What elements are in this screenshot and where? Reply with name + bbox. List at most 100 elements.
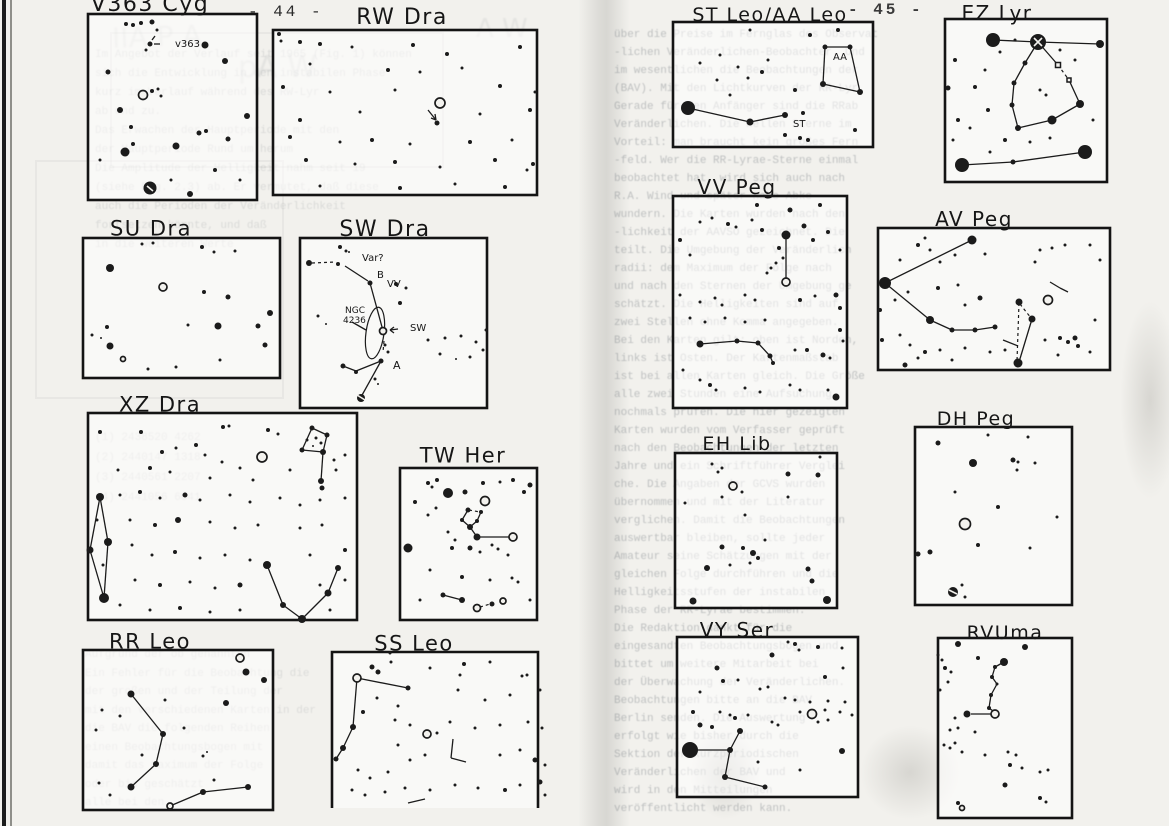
star-dot xyxy=(734,338,740,344)
star-dot xyxy=(681,368,685,372)
star-dot xyxy=(826,699,830,703)
variable-star-circle xyxy=(166,802,174,810)
star-dot xyxy=(1096,40,1104,48)
star-dot xyxy=(1006,750,1010,754)
constellation-line xyxy=(442,594,463,601)
star-dot xyxy=(462,489,468,495)
star-dot xyxy=(218,358,222,362)
star-dot xyxy=(267,310,273,316)
star-dot xyxy=(208,476,212,480)
chart-title: AV Peg xyxy=(935,207,1013,231)
star-dot xyxy=(139,430,143,434)
star-dot xyxy=(805,348,809,352)
star-dot xyxy=(198,556,202,560)
star-dot xyxy=(378,358,384,364)
star-dot xyxy=(168,470,172,474)
star-dot xyxy=(1033,461,1037,465)
constellation-line xyxy=(327,567,339,594)
star-dot xyxy=(214,322,222,330)
star-dot xyxy=(198,498,202,502)
star-dot xyxy=(762,784,768,790)
star-dot xyxy=(841,666,845,670)
star-dot xyxy=(150,553,154,557)
star-dot xyxy=(130,543,134,547)
star-dot xyxy=(496,547,500,551)
star-dot xyxy=(318,184,322,188)
star-dot xyxy=(718,53,722,57)
constellation-line xyxy=(450,757,467,763)
star-dot xyxy=(986,108,990,112)
star-dot xyxy=(793,642,797,646)
ink-gap xyxy=(356,394,366,401)
star-dot xyxy=(458,673,462,677)
dashed-line xyxy=(479,603,491,608)
constellation-line xyxy=(355,360,382,372)
star-dot xyxy=(320,449,326,455)
star-dot xyxy=(923,350,927,354)
constellation-line xyxy=(389,329,395,334)
star-dot xyxy=(163,698,167,702)
star-dot xyxy=(698,690,702,694)
star-dot xyxy=(350,724,356,730)
star-dot xyxy=(998,50,1002,54)
chart-ss-leo: SS Leo xyxy=(330,632,547,808)
star-dot xyxy=(1073,58,1077,62)
star-dot xyxy=(743,386,747,390)
scan-edge-light xyxy=(10,0,12,826)
star-dot xyxy=(398,301,402,305)
star-dot xyxy=(462,662,466,666)
star-dot xyxy=(763,538,767,542)
star-dot xyxy=(354,370,358,374)
star-dot xyxy=(408,758,412,762)
star-dot xyxy=(785,471,791,477)
star-dot xyxy=(1055,515,1059,519)
constellation-line xyxy=(89,549,105,599)
star-dot xyxy=(1013,358,1023,368)
chart-frame xyxy=(913,425,1074,607)
star-dot xyxy=(434,506,438,510)
star-dot xyxy=(200,245,204,249)
star-dot xyxy=(348,251,350,253)
star-dot xyxy=(316,314,320,318)
variable-star-circle xyxy=(352,673,362,683)
star-dot xyxy=(818,203,822,207)
star-dot xyxy=(488,578,492,582)
star-dot xyxy=(953,490,957,494)
star-dot xyxy=(1076,100,1084,108)
star-dot xyxy=(340,745,346,751)
star-dot xyxy=(516,580,520,584)
star-dot xyxy=(737,728,743,734)
star-dot xyxy=(467,545,473,551)
star-dot xyxy=(404,286,408,290)
star-dot xyxy=(748,28,752,32)
variable-star-circle xyxy=(499,597,507,605)
constellation-line xyxy=(369,282,383,328)
star-dot xyxy=(306,260,312,266)
star-dot xyxy=(467,524,473,530)
variable-star-circle xyxy=(235,653,245,663)
star-dot xyxy=(208,520,212,524)
star-label: NGC xyxy=(345,306,365,316)
star-dot xyxy=(750,550,756,556)
chart-frame xyxy=(86,12,259,202)
star-dot xyxy=(146,367,150,371)
star-dot xyxy=(1093,318,1097,322)
star-dot xyxy=(976,656,980,660)
chart-frame xyxy=(271,28,539,197)
star-label: A xyxy=(393,359,401,372)
star-dot xyxy=(281,85,285,89)
star-dot xyxy=(822,44,828,50)
constellation-line xyxy=(757,342,771,357)
star-dot xyxy=(713,296,717,300)
constellation-line xyxy=(155,733,164,765)
star-dot xyxy=(386,68,390,72)
star-label: 4236 xyxy=(343,316,366,326)
star-dot xyxy=(710,462,714,466)
star-dot xyxy=(688,253,692,257)
star-dot xyxy=(1066,340,1070,344)
star-dot xyxy=(1056,353,1060,357)
constellation-line xyxy=(729,730,741,751)
constellation-line xyxy=(450,738,454,759)
chart-title: EH Lib xyxy=(702,433,771,455)
